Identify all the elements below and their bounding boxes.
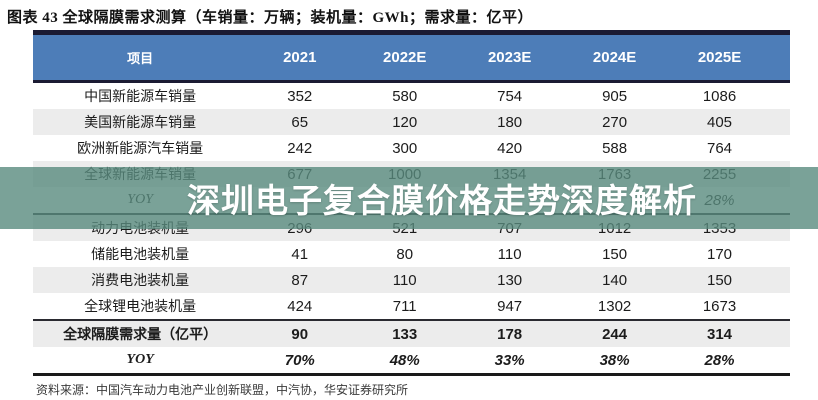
row-value: 580 <box>392 87 418 105</box>
row-value: 1673 <box>702 297 737 315</box>
row-label: 全球锂电池装机量 <box>84 300 197 315</box>
row-value: 87 <box>291 271 309 289</box>
row-value: 150 <box>602 245 628 263</box>
watermark-band <box>0 167 818 229</box>
header-cell-4: 2024E <box>592 49 637 66</box>
row-value: 110 <box>392 271 417 289</box>
row-value: 1302 <box>597 297 632 315</box>
table-row: 中国新能源车销量 352 580 754 905 1086 <box>33 83 790 109</box>
row-value: 242 <box>287 139 313 157</box>
row-value: 244 <box>602 325 628 343</box>
row-value: 38% <box>599 351 630 369</box>
row-label: YOY <box>126 352 154 367</box>
row-value: 424 <box>287 297 313 315</box>
row-value: 947 <box>497 297 523 315</box>
row-value: 764 <box>707 139 733 157</box>
row-value: 133 <box>392 325 418 343</box>
row-value: 80 <box>396 245 414 263</box>
row-label: 消费电池装机量 <box>91 274 190 289</box>
table-row: 欧洲新能源汽车销量 242 300 420 588 764 <box>33 135 790 161</box>
row-value: 314 <box>707 325 733 343</box>
row-value: 420 <box>497 139 523 157</box>
row-value: 41 <box>291 245 309 263</box>
row-value: 33% <box>494 351 525 369</box>
row-value: 180 <box>497 113 523 131</box>
header-cell-5: 2025E <box>697 49 742 66</box>
watermark-text: 深圳电子复合膜价格走势深度解析 <box>187 182 697 219</box>
row-label: 储能电池装机量 <box>91 248 190 263</box>
table-row: 全球锂电池装机量 424 711 947 1302 1673 <box>33 293 790 319</box>
header-cell-1: 2021 <box>283 49 317 66</box>
row-value: 300 <box>392 139 418 157</box>
row-value: 711 <box>392 297 417 315</box>
table-row: 美国新能源车销量 65 120 180 270 405 <box>33 109 790 135</box>
row-value: 120 <box>392 113 418 131</box>
row-value: 65 <box>291 113 309 131</box>
bottom-rule <box>33 373 790 376</box>
header-cell-0: 项目 <box>127 51 154 66</box>
header-cell-3: 2023E <box>487 49 532 66</box>
row-value: 270 <box>602 113 628 131</box>
row-value: 352 <box>287 87 313 105</box>
table-row: 全球隔膜需求量（亿平） 90 133 178 244 314 <box>33 321 790 347</box>
table-row: 储能电池装机量 41 80 110 150 170 <box>33 241 790 267</box>
figure-title: 图表 43 全球隔膜需求测算（车销量：万辆；装机量：GWh；需求量：亿平） <box>7 10 534 26</box>
table-row: 消费电池装机量 87 110 130 140 150 <box>33 267 790 293</box>
row-label: 中国新能源车销量 <box>84 90 197 105</box>
row-value: 70% <box>284 351 315 369</box>
row-value: 110 <box>497 245 522 263</box>
row-value: 130 <box>497 271 523 289</box>
row-value: 140 <box>602 271 628 289</box>
row-value: 405 <box>707 113 733 131</box>
row-value: 178 <box>497 325 523 343</box>
row-label: 全球隔膜需求量（亿平） <box>63 328 218 343</box>
row-label: 美国新能源车销量 <box>84 116 197 131</box>
table-row: YOY 70% 48% 33% 38% 28% <box>33 347 790 373</box>
row-value: 170 <box>707 245 733 263</box>
row-label: 欧洲新能源汽车销量 <box>77 142 204 157</box>
section-divider <box>33 319 790 321</box>
row-value: 1086 <box>702 87 737 105</box>
top-rule <box>33 30 790 35</box>
table-header-row: 项目 2021 2022E 2023E 2024E 2025E <box>33 35 790 80</box>
row-value: 905 <box>602 87 628 105</box>
row-value: 90 <box>291 325 309 343</box>
under-header-rule <box>33 80 790 83</box>
header-cell-2: 2022E <box>383 49 427 66</box>
row-value: 150 <box>707 271 733 289</box>
row-value: 28% <box>704 351 735 369</box>
source-note: 资料来源：中国汽车动力电池产业创新联盟，中汽协，华安证券研究所 <box>36 383 409 397</box>
row-value: 754 <box>497 87 523 105</box>
row-value: 48% <box>389 351 420 369</box>
row-value: 588 <box>602 139 628 157</box>
